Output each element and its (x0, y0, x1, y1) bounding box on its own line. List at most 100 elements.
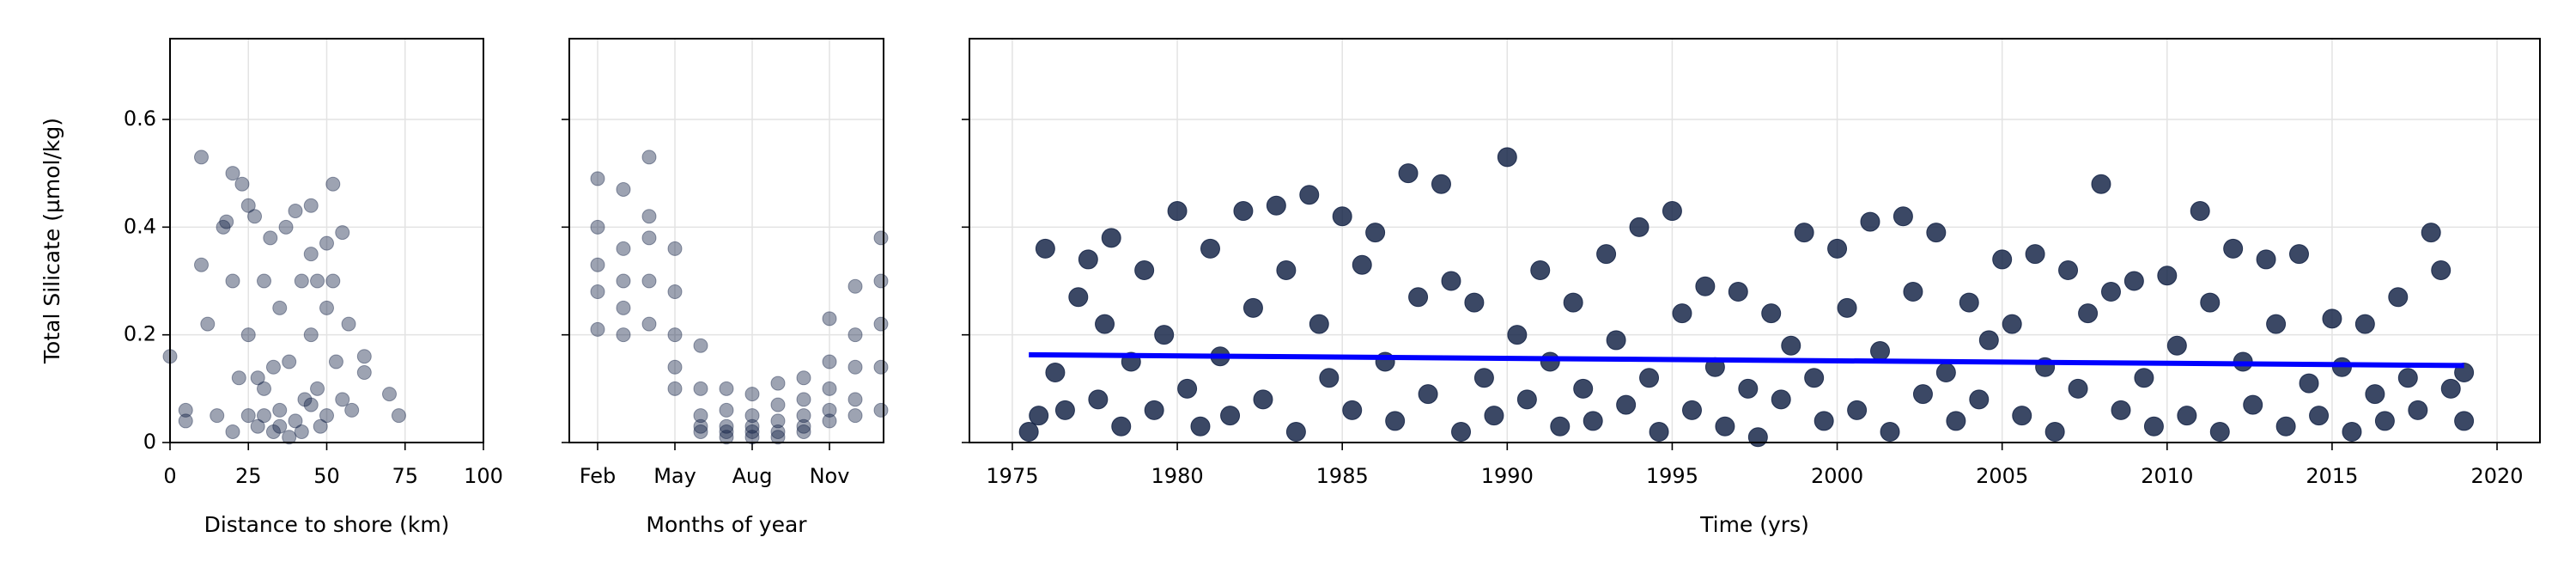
point (257, 408, 271, 424)
point (770, 413, 786, 429)
point (1134, 259, 1155, 280)
point (335, 225, 350, 241)
plot-frame (169, 38, 484, 443)
point (282, 430, 297, 445)
point (873, 359, 889, 375)
point (796, 392, 811, 407)
point (2256, 249, 2276, 270)
point (1903, 282, 1923, 302)
point (1507, 325, 1528, 345)
y-tick-label: 0.4 (124, 214, 156, 238)
point (1596, 244, 1617, 265)
point (1814, 411, 1834, 431)
point (2454, 411, 2475, 431)
point (1926, 223, 1947, 243)
point (1978, 330, 1999, 351)
point (257, 381, 271, 396)
point (667, 381, 683, 396)
point (2431, 259, 2451, 280)
point (325, 273, 341, 289)
point (770, 430, 786, 445)
point (1747, 427, 1768, 448)
point (391, 408, 406, 424)
point (1385, 411, 1406, 431)
point (1771, 389, 1791, 410)
point (1253, 389, 1273, 410)
point (1233, 201, 1254, 222)
point (641, 209, 657, 224)
point (303, 198, 319, 213)
point (2100, 282, 2121, 302)
x-tick-label: 25 (235, 464, 262, 488)
point (2091, 174, 2111, 194)
point (356, 349, 372, 364)
point (770, 397, 786, 412)
point (1068, 287, 1089, 308)
point (1870, 340, 1891, 361)
point (2342, 421, 2362, 442)
point (1285, 421, 1306, 442)
point (1804, 368, 1825, 388)
point (2157, 266, 2178, 286)
point (848, 327, 863, 343)
point (272, 402, 288, 418)
point (1715, 416, 1735, 437)
point (225, 273, 240, 289)
x-tick-label: Feb (580, 464, 617, 488)
point (848, 278, 863, 294)
point (641, 316, 657, 332)
x-tick-label: 1980 (1151, 464, 1204, 488)
point (667, 241, 683, 256)
point (2289, 244, 2310, 265)
point (1695, 276, 1716, 296)
point (693, 381, 708, 396)
point (1649, 421, 1669, 442)
y-tick-label: 0 (143, 430, 156, 454)
point (641, 273, 657, 289)
point (1190, 416, 1211, 437)
point (2002, 314, 2022, 334)
point (1946, 411, 1966, 431)
point (1473, 368, 1494, 388)
point (1781, 335, 1801, 356)
point (1516, 389, 1537, 410)
point (2440, 378, 2461, 399)
point (1464, 292, 1485, 313)
point (1398, 163, 1419, 184)
point (294, 424, 309, 439)
plot-frame (969, 38, 2541, 443)
point (325, 176, 341, 192)
point (796, 418, 811, 434)
point (1484, 406, 1504, 426)
point (1242, 297, 1263, 318)
point (341, 316, 356, 332)
point (265, 359, 281, 375)
x-axis-label: Time (yrs) (1699, 512, 1809, 537)
point (693, 338, 708, 353)
point (796, 370, 811, 386)
point (1266, 195, 1286, 216)
point (2166, 335, 2187, 356)
y-tick-label: 0.6 (124, 107, 156, 131)
point (667, 359, 683, 375)
point (1441, 271, 1461, 291)
point (719, 381, 734, 396)
point (1029, 406, 1049, 426)
point (2275, 416, 2296, 437)
point (744, 408, 760, 424)
point (2200, 292, 2221, 313)
point (667, 284, 683, 300)
point (590, 257, 605, 272)
point (1088, 389, 1109, 410)
point (796, 424, 811, 439)
x-tick-label: 1985 (1316, 464, 1369, 488)
point (200, 316, 216, 332)
point (1451, 421, 1472, 442)
point (288, 413, 303, 429)
point (1365, 223, 1386, 243)
point (590, 219, 605, 235)
point (2044, 421, 2065, 442)
point (1018, 421, 1039, 442)
x-axis-label: Months of year (646, 512, 807, 537)
point (1497, 147, 1517, 168)
